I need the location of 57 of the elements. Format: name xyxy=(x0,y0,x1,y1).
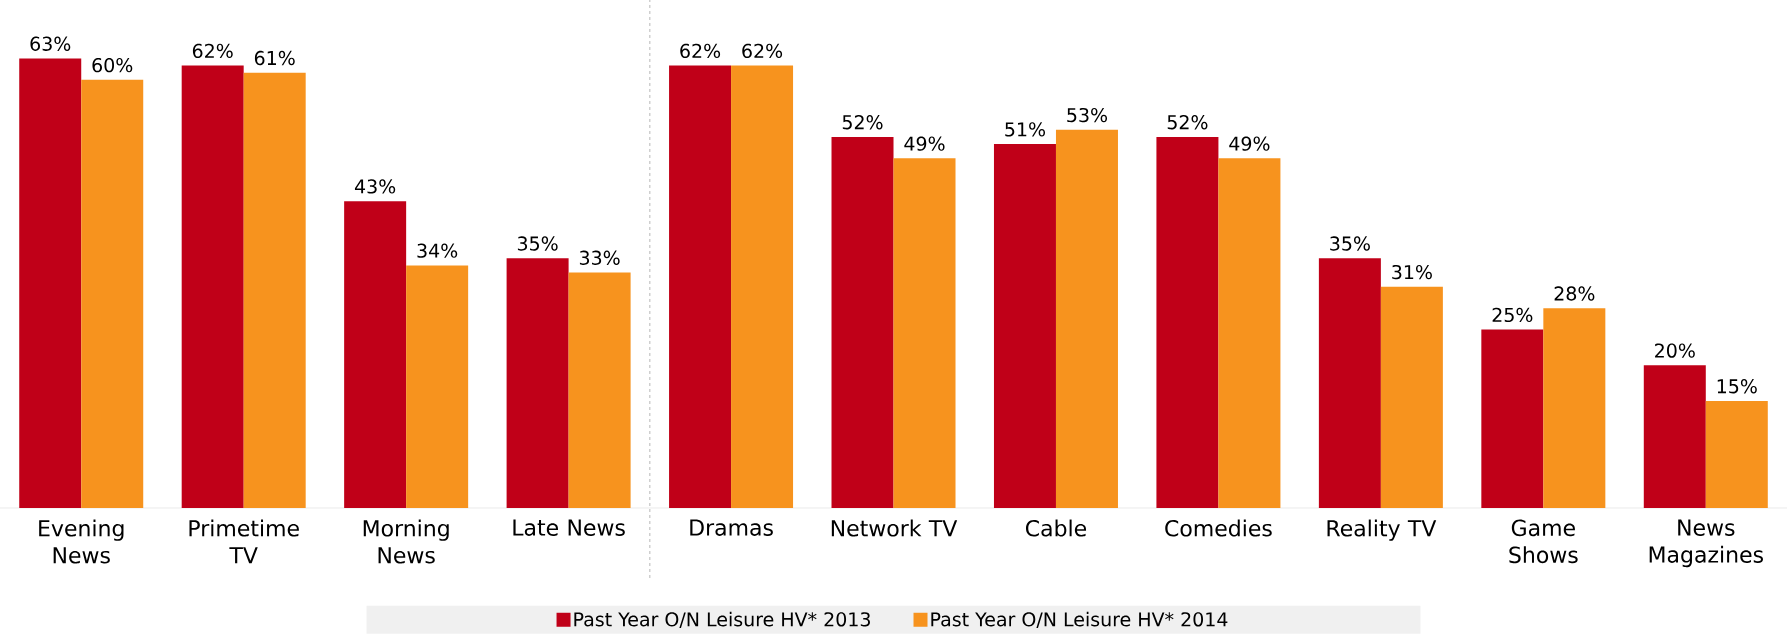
bar xyxy=(406,265,469,508)
x-tick-label: News Magazines xyxy=(1649,519,1763,568)
bar xyxy=(731,65,794,508)
data-label: 53% xyxy=(1067,107,1108,123)
bar xyxy=(1543,308,1606,508)
bar xyxy=(893,158,956,508)
x-tick-label: Comedies xyxy=(1165,519,1272,537)
bar xyxy=(243,72,306,508)
data-label: 49% xyxy=(1229,136,1270,151)
data-label: 52% xyxy=(1167,115,1208,130)
x-tick-label: Late News xyxy=(513,519,625,536)
data-label: 52% xyxy=(842,115,883,130)
data-label: 15% xyxy=(1717,379,1757,394)
data-label: 62% xyxy=(192,43,233,59)
bar xyxy=(1156,136,1219,508)
bar xyxy=(181,65,244,508)
x-tick-label: Evening News xyxy=(39,519,124,564)
data-label: 33% xyxy=(579,250,620,265)
data-label: 62% xyxy=(680,43,721,59)
data-label: 35% xyxy=(1330,236,1370,251)
bar xyxy=(506,258,569,508)
bar xyxy=(568,272,631,508)
data-label: 43% xyxy=(354,179,396,194)
data-label: 20% xyxy=(1655,343,1695,358)
bar xyxy=(344,201,407,508)
x-tick-label: Morning News xyxy=(363,519,449,564)
x-tick-label: Cable xyxy=(1025,519,1087,537)
bar xyxy=(1318,258,1381,508)
data-label: 60% xyxy=(92,57,133,73)
legend-label: Past Year O/N Leisure HV* 2013 xyxy=(574,611,870,628)
data-label: 34% xyxy=(417,243,458,258)
data-label: 61% xyxy=(254,50,295,66)
x-tick-label: Game Shows xyxy=(1509,519,1578,564)
x-tick-label: Primetime TV xyxy=(189,519,299,564)
bar xyxy=(993,144,1056,508)
data-label: 28% xyxy=(1554,286,1595,301)
bar xyxy=(1643,365,1706,508)
data-label: 31% xyxy=(1392,264,1432,280)
data-label: 51% xyxy=(1005,122,1046,137)
legend-label: Past Year O/N Leisure HV* 2014 xyxy=(931,611,1228,628)
bar xyxy=(1055,129,1118,508)
bar xyxy=(669,65,732,508)
bar xyxy=(1380,286,1443,508)
bar xyxy=(1481,329,1544,508)
data-label: 35% xyxy=(517,236,558,251)
data-label: 63% xyxy=(30,36,71,51)
bar xyxy=(831,136,894,508)
bar xyxy=(1218,158,1281,508)
x-tick-label: Reality TV xyxy=(1327,519,1437,541)
data-label: 62% xyxy=(742,43,783,59)
x-tick-label: Dramas xyxy=(690,519,773,536)
data-label: 49% xyxy=(904,136,945,151)
bar xyxy=(81,79,144,508)
data-label: 25% xyxy=(1492,307,1533,323)
x-tick-label: Network TV xyxy=(831,519,958,537)
bar xyxy=(19,58,82,508)
bar xyxy=(1705,400,1768,508)
